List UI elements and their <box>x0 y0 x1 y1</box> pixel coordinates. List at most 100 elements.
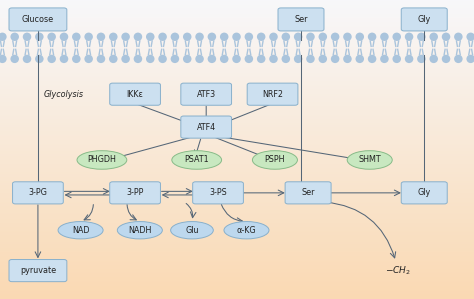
Bar <box>0 228 474 229</box>
Text: SHMT: SHMT <box>358 155 381 164</box>
Bar <box>0 275 474 276</box>
Bar <box>0 51 474 52</box>
FancyBboxPatch shape <box>9 8 67 31</box>
FancyBboxPatch shape <box>401 182 447 204</box>
Bar <box>0 276 474 277</box>
Bar <box>0 216 474 217</box>
Bar <box>0 268 474 269</box>
Bar <box>0 208 474 209</box>
Ellipse shape <box>58 222 103 239</box>
Bar <box>0 8 474 9</box>
Ellipse shape <box>269 33 278 41</box>
Bar <box>0 236 474 237</box>
Bar <box>0 292 474 293</box>
Ellipse shape <box>380 55 389 63</box>
Bar <box>0 262 474 263</box>
Bar <box>0 5 474 6</box>
Bar <box>0 167 474 168</box>
FancyBboxPatch shape <box>192 182 244 204</box>
Ellipse shape <box>171 33 179 41</box>
Ellipse shape <box>417 33 426 41</box>
Bar <box>0 185 474 186</box>
Text: 3-PS: 3-PS <box>209 188 227 197</box>
Ellipse shape <box>158 33 167 41</box>
Bar <box>0 18 474 19</box>
Bar <box>0 248 474 249</box>
Bar <box>0 96 474 97</box>
Bar <box>0 64 474 65</box>
Bar <box>0 291 474 292</box>
Bar <box>0 294 474 295</box>
Bar <box>0 9 474 10</box>
Bar <box>0 200 474 201</box>
Bar <box>0 62 474 63</box>
Ellipse shape <box>245 33 253 41</box>
Bar <box>0 56 474 57</box>
Bar <box>0 53 474 54</box>
Text: Glu: Glu <box>185 226 199 235</box>
Text: Glycolysis: Glycolysis <box>44 90 84 99</box>
Ellipse shape <box>380 33 389 41</box>
Text: Gly: Gly <box>418 15 431 24</box>
Bar <box>0 232 474 233</box>
Ellipse shape <box>35 33 44 41</box>
Ellipse shape <box>220 55 228 63</box>
Bar <box>0 230 474 231</box>
Bar <box>0 187 474 188</box>
Bar <box>0 37 474 38</box>
Bar <box>0 44 474 45</box>
Bar <box>0 81 474 82</box>
Ellipse shape <box>356 55 364 63</box>
Bar <box>0 50 474 51</box>
Bar <box>0 88 474 89</box>
FancyBboxPatch shape <box>9 260 67 282</box>
Bar <box>0 244 474 245</box>
Bar <box>0 196 474 197</box>
Bar <box>0 204 474 205</box>
Bar <box>0 243 474 244</box>
Bar <box>0 128 474 129</box>
Bar <box>0 49 474 50</box>
Bar <box>0 70 474 71</box>
Bar <box>0 181 474 182</box>
Bar <box>0 93 474 94</box>
Ellipse shape <box>121 55 130 63</box>
Bar <box>0 149 474 150</box>
FancyBboxPatch shape <box>181 116 231 138</box>
Bar <box>0 95 474 96</box>
Bar <box>0 61 474 62</box>
Ellipse shape <box>454 55 463 63</box>
Bar <box>0 287 474 288</box>
Ellipse shape <box>35 55 44 63</box>
Bar <box>0 105 474 106</box>
Ellipse shape <box>368 55 376 63</box>
Bar <box>0 241 474 242</box>
FancyBboxPatch shape <box>247 83 298 105</box>
Bar <box>0 106 474 107</box>
FancyBboxPatch shape <box>278 8 324 31</box>
Ellipse shape <box>117 222 162 239</box>
Bar <box>0 251 474 252</box>
Ellipse shape <box>282 33 290 41</box>
Bar <box>0 131 474 132</box>
Bar <box>0 17 474 18</box>
Bar <box>0 90 474 91</box>
Bar <box>0 176 474 177</box>
Bar <box>0 140 474 141</box>
Ellipse shape <box>306 55 315 63</box>
Bar <box>0 86 474 87</box>
Ellipse shape <box>294 33 302 41</box>
Bar <box>0 197 474 198</box>
Ellipse shape <box>72 33 81 41</box>
Bar <box>0 65 474 66</box>
FancyBboxPatch shape <box>109 83 160 105</box>
Text: PSAT1: PSAT1 <box>184 155 209 164</box>
Bar <box>0 38 474 39</box>
Bar <box>0 235 474 236</box>
Text: 3-PP: 3-PP <box>127 188 144 197</box>
Text: NADH: NADH <box>128 226 152 235</box>
Ellipse shape <box>10 33 19 41</box>
Ellipse shape <box>23 33 31 41</box>
Bar <box>0 202 474 203</box>
Bar <box>0 11 474 12</box>
